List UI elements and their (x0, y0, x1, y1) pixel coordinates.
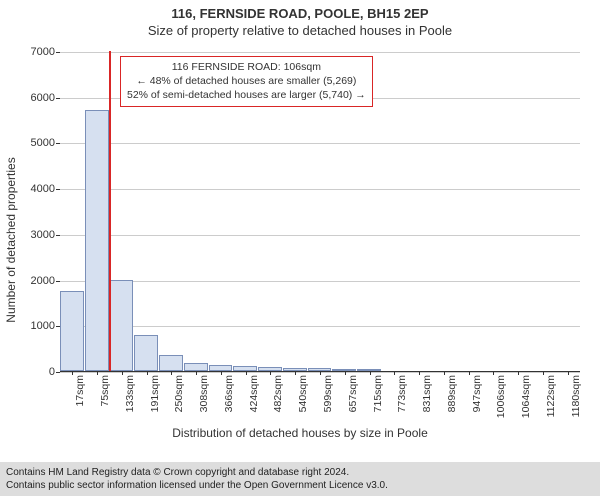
x-tick-mark (568, 371, 569, 375)
y-tick-mark (56, 98, 60, 99)
x-tick-mark (370, 371, 371, 375)
x-axis-label: Distribution of detached houses by size … (0, 426, 600, 440)
y-axis-label: Number of detached properties (4, 157, 18, 322)
gridline (60, 281, 580, 282)
histogram-bar (85, 110, 109, 371)
annotation-line: 52% of semi-detached houses are larger (… (127, 88, 366, 102)
y-tick-mark (56, 143, 60, 144)
y-tick-label: 4000 (20, 183, 55, 195)
footer-line-2: Contains public sector information licen… (6, 479, 594, 492)
gridline (60, 143, 580, 144)
x-tick-mark (518, 371, 519, 375)
x-tick-mark (469, 371, 470, 375)
x-tick-mark (122, 371, 123, 375)
y-tick-mark (56, 52, 60, 53)
gridline (60, 52, 580, 53)
y-tick-mark (56, 235, 60, 236)
chart-title-sub: Size of property relative to detached ho… (0, 21, 600, 38)
histogram-bar (134, 335, 158, 371)
y-tick-label: 2000 (20, 275, 55, 287)
property-marker-line (109, 51, 111, 371)
histogram-bar (159, 355, 183, 371)
y-tick-mark (56, 189, 60, 190)
x-tick-mark (221, 371, 222, 375)
annotation-line: 116 FERNSIDE ROAD: 106sqm (127, 60, 366, 74)
y-tick-label: 5000 (20, 137, 55, 149)
y-tick-label: 1000 (20, 320, 55, 332)
x-tick-mark (147, 371, 148, 375)
gridline (60, 326, 580, 327)
chart-container: 116, FERNSIDE ROAD, POOLE, BH15 2EP Size… (0, 0, 600, 500)
histogram-bar (60, 291, 84, 371)
histogram-bar (110, 280, 134, 371)
y-tick-mark (56, 372, 60, 373)
chart-title-main: 116, FERNSIDE ROAD, POOLE, BH15 2EP (0, 0, 600, 21)
plot-area: 0100020003000400050006000700017sqm75sqm1… (60, 52, 580, 372)
y-tick-label: 7000 (20, 46, 55, 58)
footer: Contains HM Land Registry data © Crown c… (0, 462, 600, 496)
gridline (60, 189, 580, 190)
x-tick-mark (543, 371, 544, 375)
chart-wrap: Number of detached properties 0100020003… (0, 40, 600, 450)
y-tick-label: 0 (20, 366, 55, 378)
footer-line-1: Contains HM Land Registry data © Crown c… (6, 466, 594, 479)
x-tick-mark (246, 371, 247, 375)
x-tick-mark (444, 371, 445, 375)
annotation-box: 116 FERNSIDE ROAD: 106sqm← 48% of detach… (120, 56, 373, 107)
gridline (60, 235, 580, 236)
x-tick-mark (419, 371, 420, 375)
y-tick-label: 3000 (20, 229, 55, 241)
histogram-bar (184, 363, 208, 371)
x-tick-mark (345, 371, 346, 375)
x-tick-mark (97, 371, 98, 375)
y-tick-mark (56, 281, 60, 282)
x-tick-mark (320, 371, 321, 375)
annotation-line: ← 48% of detached houses are smaller (5,… (127, 74, 366, 88)
y-tick-label: 6000 (20, 92, 55, 104)
